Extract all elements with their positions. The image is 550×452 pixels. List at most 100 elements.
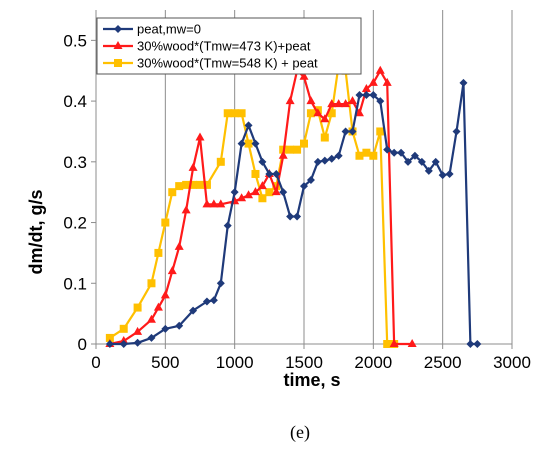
x-tick-label: 0 (91, 353, 100, 372)
data-point (272, 182, 281, 191)
series-line (109, 69, 413, 346)
y-tick-label: 0.1 (63, 274, 87, 293)
y-tick-label: 0.5 (63, 31, 87, 50)
legend-label: 30%wood*(Tmw=473 K)+peat (137, 39, 311, 54)
data-point (300, 139, 308, 148)
data-point (368, 77, 378, 86)
data-point (306, 96, 316, 105)
data-point (375, 65, 385, 74)
data-point (216, 199, 226, 208)
data-point (244, 121, 253, 130)
data-point (175, 321, 184, 330)
data-point (410, 151, 419, 160)
data-point (216, 157, 225, 166)
y-tick-label: 0.2 (63, 214, 87, 233)
data-point (320, 156, 329, 165)
data-point (382, 77, 392, 86)
data-point (209, 199, 219, 208)
data-point (119, 324, 128, 333)
data-point (105, 333, 114, 342)
data-point (278, 150, 288, 159)
data-point (251, 169, 260, 178)
x-tick-label: 500 (151, 353, 179, 372)
data-point (293, 145, 302, 154)
data-point (313, 108, 323, 117)
series-triangle (105, 65, 417, 347)
legend-label: peat,mw=0 (137, 22, 201, 37)
series-layer (105, 60, 482, 348)
data-point (320, 133, 329, 142)
x-tick-label: 1500 (285, 353, 323, 372)
y-tick-label: 0.4 (63, 92, 87, 111)
data-point (161, 218, 170, 227)
data-point (133, 303, 142, 312)
data-point (417, 157, 426, 166)
data-point (174, 241, 184, 250)
data-point (195, 132, 205, 141)
y-tick-label: 0.3 (63, 153, 87, 172)
data-point (320, 114, 330, 123)
data-point (209, 296, 218, 305)
data-point (167, 266, 177, 275)
data-point (286, 145, 295, 154)
data-point (383, 145, 392, 154)
data-point (390, 148, 399, 157)
data-point (119, 340, 128, 348)
data-point (223, 109, 232, 118)
data-point (362, 91, 371, 100)
data-point (119, 335, 129, 344)
data-point (285, 96, 295, 105)
data-point (223, 221, 232, 230)
data-point (237, 139, 246, 148)
legend: peat,mw=0 30%wood*(Tmw=473 K)+peat 30%wood… (96, 17, 362, 75)
data-point (327, 109, 336, 118)
data-point (153, 302, 163, 311)
legend-label: 30%wood*(Tmw=548 K) + peat (137, 56, 318, 71)
data-point (265, 188, 274, 197)
data-point (251, 139, 260, 148)
data-point (341, 127, 350, 136)
data-point (355, 91, 364, 100)
x-axis-title: time, s (283, 370, 340, 390)
data-point (216, 279, 225, 288)
data-point (250, 187, 260, 196)
legend-marker (114, 59, 122, 67)
data-point (341, 99, 351, 108)
x-tick-label: 3000 (493, 353, 531, 372)
data-point (237, 109, 246, 118)
data-point (265, 169, 274, 178)
data-point (362, 148, 371, 157)
data-point (160, 290, 170, 299)
data-point (355, 151, 364, 160)
x-tick-label: 1000 (216, 353, 254, 372)
legend-marker (113, 41, 123, 49)
legend-marker (114, 25, 122, 33)
data-point (189, 180, 198, 189)
data-point (161, 324, 170, 333)
data-point (376, 97, 385, 106)
series-line (109, 63, 395, 346)
data-point (299, 71, 309, 80)
data-point (327, 154, 336, 163)
legend-box (96, 17, 362, 75)
data-point (348, 127, 357, 136)
data-point (334, 99, 344, 108)
data-point (452, 127, 461, 136)
data-point (230, 109, 239, 118)
data-point (404, 157, 412, 166)
data-point (306, 109, 315, 118)
figure-caption: (e) (290, 422, 310, 443)
data-point (237, 193, 247, 202)
data-point (354, 108, 364, 117)
data-point (407, 339, 417, 347)
data-point (279, 188, 288, 197)
data-point (369, 151, 378, 160)
data-point (369, 91, 378, 100)
data-point (424, 166, 433, 175)
data-point (376, 127, 385, 136)
data-point (300, 182, 308, 191)
data-point (202, 297, 211, 306)
x-tick-label: 2000 (354, 353, 392, 372)
data-point (258, 157, 267, 166)
